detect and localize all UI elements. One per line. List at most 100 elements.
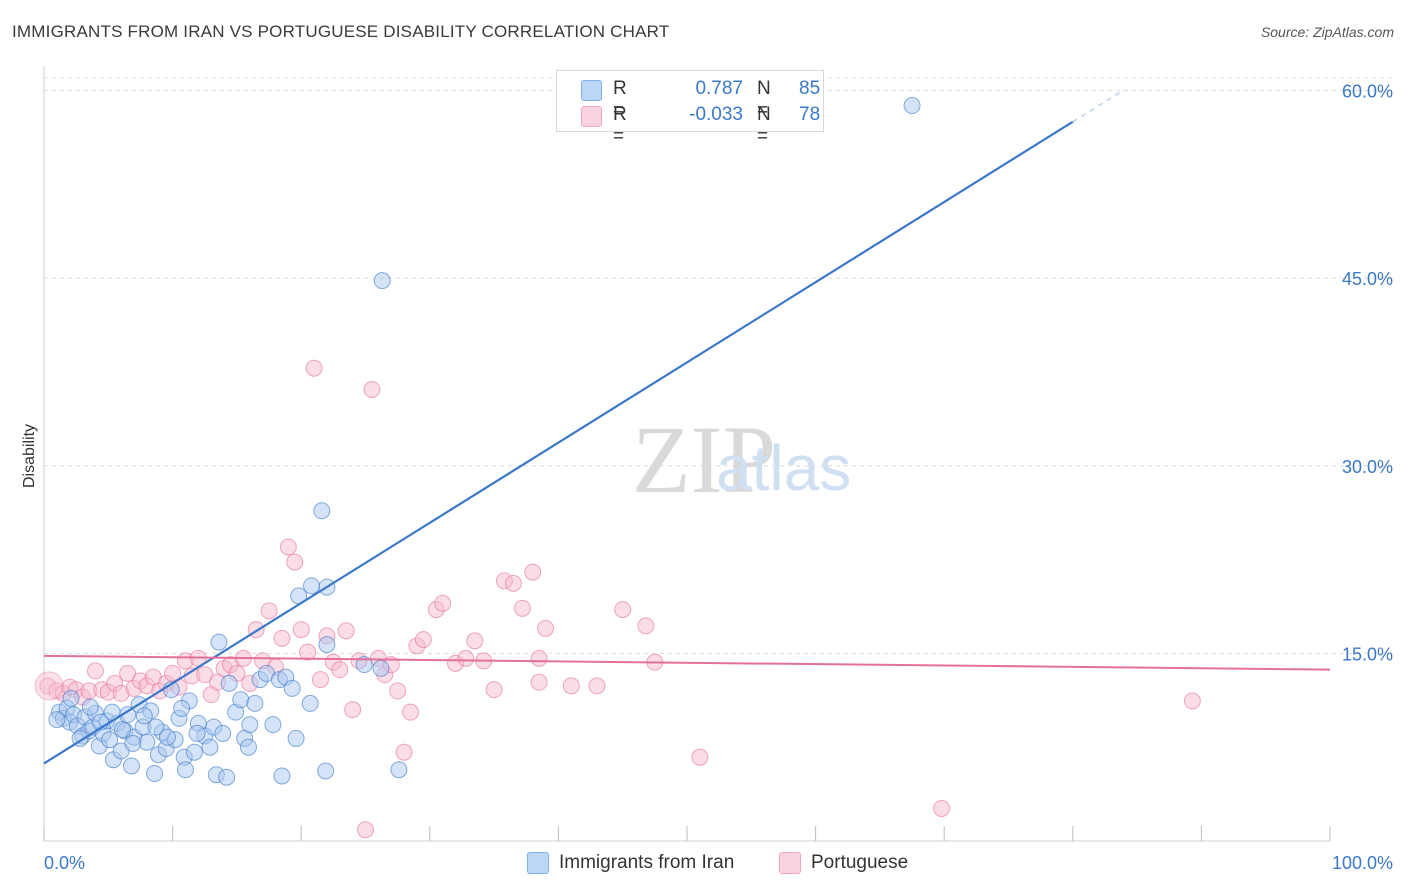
- bottom-legend-label-iran: Immigrants from Iran: [559, 852, 735, 873]
- legend-n-value-portuguese: 78: [799, 104, 821, 125]
- iran-point: [273, 767, 291, 785]
- portuguese-point: [588, 677, 606, 695]
- portuguese-point: [562, 677, 580, 695]
- portuguese-point: [524, 563, 542, 581]
- iran-point: [201, 738, 219, 756]
- portuguese-point: [395, 743, 413, 761]
- portuguese-point: [457, 649, 475, 667]
- iran-point: [318, 636, 336, 654]
- y-tick-label: 45.0%: [1342, 269, 1393, 289]
- legend-swatch-portuguese: [581, 106, 602, 127]
- portuguese-point: [530, 673, 548, 691]
- portuguese-point: [1183, 692, 1201, 710]
- x-tick-label-max: 100.0%: [1332, 853, 1393, 873]
- iran-point: [62, 689, 80, 707]
- iran-point: [302, 577, 320, 595]
- portuguese-point: [260, 602, 278, 620]
- iran-point: [210, 633, 228, 651]
- y-axis-label: Disability: [21, 424, 38, 488]
- iran-point: [373, 272, 391, 290]
- portuguese-point: [279, 538, 297, 556]
- y-tick-label: 15.0%: [1342, 644, 1393, 664]
- iran-point: [146, 764, 164, 782]
- legend-r-value-portuguese: -0.033: [689, 104, 743, 125]
- portuguese-point: [614, 601, 632, 619]
- portuguese-point: [331, 661, 349, 679]
- source-note: Source: ZipAtlas.com: [1260, 24, 1394, 40]
- trend-line-iran-extension: [1072, 89, 1125, 123]
- portuguese-point: [357, 821, 374, 839]
- portuguese-point: [363, 380, 381, 398]
- portuguese-point: [311, 671, 329, 689]
- iran-point: [372, 659, 390, 677]
- iran-point: [147, 718, 165, 736]
- iran-point: [283, 679, 301, 697]
- iran-point: [301, 694, 319, 712]
- iran-point: [241, 716, 259, 734]
- iran-point: [239, 738, 257, 756]
- iran-point: [232, 691, 250, 709]
- bottom-legend-swatch-portuguese: [779, 852, 801, 874]
- bottom-legend-swatch-iran: [527, 852, 549, 874]
- tick-labels: 15.0% 30.0% 45.0% 60.0% 0.0% 100.0%: [44, 82, 1393, 873]
- iran-point: [214, 724, 232, 742]
- portuguese-point: [196, 666, 214, 684]
- iran-point: [48, 711, 66, 729]
- iran-point: [287, 729, 305, 747]
- legend-n-value-iran: 85: [799, 78, 821, 99]
- portuguese-point: [286, 553, 304, 571]
- iran-point: [188, 724, 206, 742]
- portuguese-point: [86, 662, 104, 680]
- iran-point: [158, 728, 176, 746]
- portuguese-point-cluster: [34, 671, 64, 701]
- portuguese-point: [344, 701, 362, 719]
- watermark-zip: ZIP: [632, 406, 776, 513]
- portuguese-point: [273, 629, 291, 647]
- correlation-legend: R = 0.787 N = 85 R = -0.033 N = 78: [556, 70, 824, 147]
- iran-point: [218, 768, 236, 786]
- portuguese-point: [485, 681, 503, 699]
- iran-point: [185, 743, 203, 761]
- iran-point: [122, 757, 140, 775]
- iran-point: [355, 656, 373, 674]
- data-points: [34, 97, 1201, 839]
- iran-point: [176, 761, 194, 779]
- iran-point: [173, 699, 191, 717]
- portuguese-point: [637, 617, 655, 635]
- portuguese-point: [504, 574, 522, 592]
- trend-line-iran: [43, 120, 1074, 765]
- iran-point: [313, 502, 331, 520]
- portuguese-point: [337, 622, 355, 640]
- legend-swatch-iran: [581, 80, 602, 101]
- legend-r-label: R =: [613, 78, 627, 121]
- legend-r-value-iran: 0.787: [695, 78, 743, 99]
- portuguese-point: [933, 799, 951, 817]
- iran-point: [220, 674, 238, 692]
- legend-n-label: N =: [757, 104, 771, 147]
- x-tick-label-min: 0.0%: [44, 853, 85, 873]
- portuguese-point: [434, 594, 452, 612]
- portuguese-point: [292, 621, 310, 639]
- iran-point: [264, 716, 282, 734]
- portuguese-point: [402, 703, 420, 721]
- trend-line-portuguese: [43, 654, 1331, 671]
- y-tick-label: 30.0%: [1342, 457, 1393, 477]
- grid-lines: [44, 77, 1394, 654]
- legend-n-label: N =: [757, 78, 771, 121]
- chart-title: IMMIGRANTS FROM IRAN VS PORTUGUESE DISAB…: [12, 22, 670, 41]
- portuguese-point: [389, 682, 407, 700]
- iran-point: [390, 761, 408, 779]
- portuguese-point: [466, 632, 484, 650]
- iran-point: [903, 97, 921, 115]
- axes: [43, 66, 1331, 842]
- iran-point: [317, 762, 335, 780]
- portuguese-point: [513, 599, 531, 617]
- iran-point: [113, 721, 131, 739]
- iran-point: [246, 694, 264, 712]
- portuguese-point: [414, 631, 432, 649]
- iran-point: [101, 731, 119, 749]
- y-tick-label: 60.0%: [1342, 82, 1393, 102]
- iran-point: [124, 734, 142, 752]
- watermark-atlas: atlas: [716, 432, 851, 504]
